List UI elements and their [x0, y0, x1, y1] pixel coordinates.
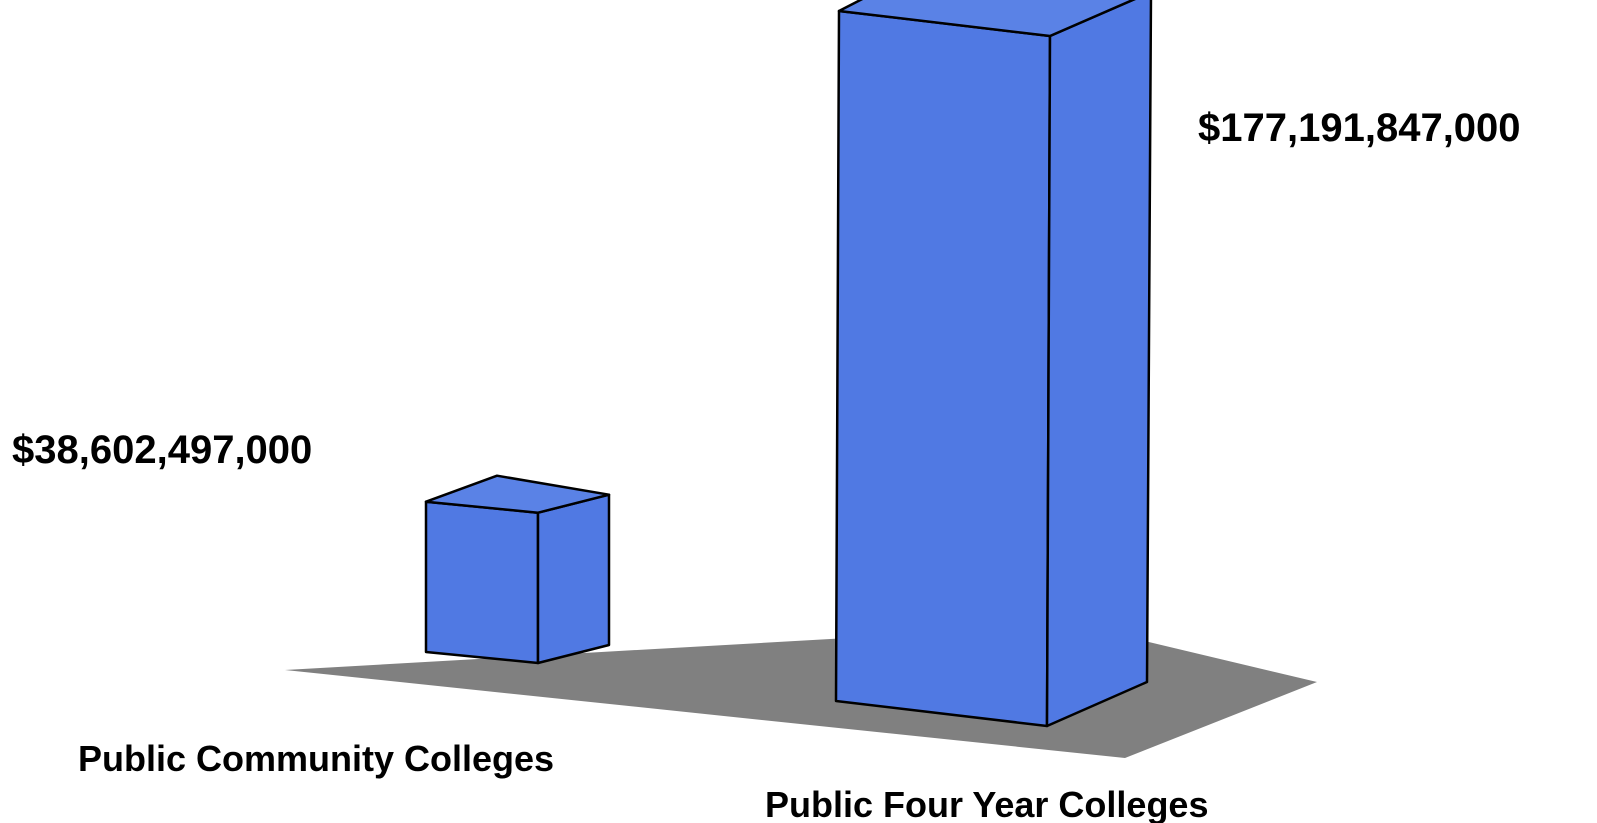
- category-label-public-four-year-colleges: Public Four Year Colleges: [765, 784, 1208, 823]
- category-label-public-community-colleges: Public Community Colleges: [78, 738, 554, 779]
- bar-front-face: [834, 9, 1052, 728]
- bar-side-face: [536, 493, 611, 665]
- bar-top-face: [837, 0, 1136, 38]
- data-label-public-community-colleges: $38,602,497,000: [12, 428, 312, 472]
- bar-public-community-colleges: [424, 474, 611, 665]
- data-label-public-four-year-colleges: $177,191,847,000: [1198, 106, 1521, 150]
- bar-public-four-year-colleges: [834, 0, 1153, 728]
- bar-side-face: [1045, 0, 1153, 728]
- bar-top-face: [424, 474, 611, 514]
- bar-front-face: [424, 500, 540, 665]
